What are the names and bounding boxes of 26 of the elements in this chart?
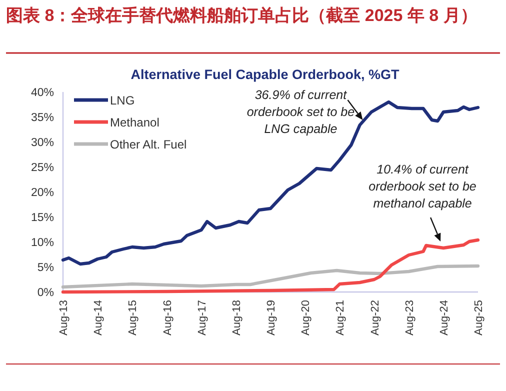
y-tick-label: 30%	[30, 137, 54, 149]
x-tick-label: Aug-15	[127, 300, 140, 336]
annotation: 36.9% of current orderbook set to be LNG capable	[246, 88, 355, 136]
x-tick-label: Aug-21	[334, 300, 347, 336]
x-tick-label: Aug-25	[473, 300, 485, 336]
y-tick-label: 40%	[30, 87, 54, 99]
y-tick-label: 35%	[30, 112, 54, 124]
x-tick-label: Aug-16	[162, 300, 174, 336]
y-tick-label: 5%	[37, 262, 54, 274]
title: 图表 8：全球在手替代燃料船舶订单占比（截至 2025 年 8 月）	[6, 5, 478, 27]
x-tick-label: Aug-18	[230, 300, 243, 336]
y-tick-label: 10%	[30, 237, 54, 249]
x-tick-label: Aug-14	[92, 300, 105, 336]
x-tick-label: Aug-24	[438, 300, 450, 336]
x-tick-label: Aug-13	[58, 300, 70, 336]
annotation: 10.4% of current orderbook set to be methanol capable	[368, 162, 476, 210]
x-tick-label: Aug-17	[196, 300, 208, 336]
y-tick-label: 15%	[30, 212, 54, 224]
y-tick-label: 0%	[37, 287, 54, 299]
y-tick-label: 20%	[30, 187, 54, 199]
subtitle: Alternative Fuel Capable Orderbook, %GT	[130, 67, 400, 82]
x-tick-label: Aug-19	[266, 300, 278, 336]
y-tick-label: 25%	[30, 162, 54, 174]
x-tick-label: Aug-22	[369, 300, 382, 336]
x-tick-label: Aug-23	[404, 300, 416, 336]
x-tick-label: Aug-20	[300, 300, 312, 336]
